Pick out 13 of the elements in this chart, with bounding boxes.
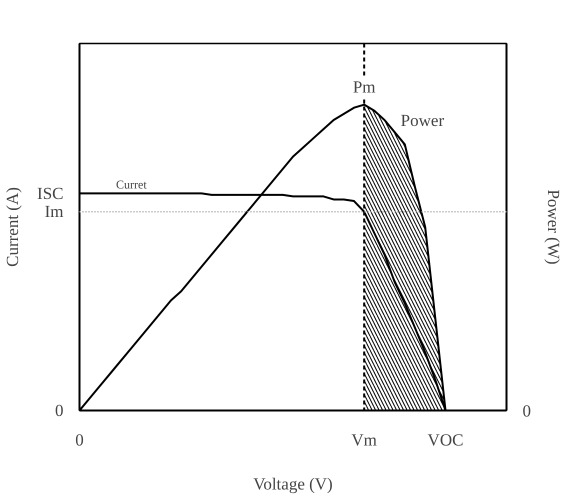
annotation: Pm xyxy=(352,78,376,97)
series-label: Curret xyxy=(116,177,148,192)
y-axis-title: Current (A) xyxy=(3,187,22,267)
ref-line-label: Im xyxy=(44,202,64,222)
x-tick-label: Vm xyxy=(351,430,377,450)
text: 0 xyxy=(522,402,531,420)
x-tick-label: 0 xyxy=(75,430,84,450)
annotation: 0 xyxy=(55,401,64,420)
x-axis-title: Voltage (V) xyxy=(253,474,333,494)
y2-axis-title: Power (W) xyxy=(544,189,563,265)
x-tick-label: VOC xyxy=(428,430,464,450)
series-label: Power xyxy=(400,111,444,130)
annotation: ISC xyxy=(37,184,64,203)
